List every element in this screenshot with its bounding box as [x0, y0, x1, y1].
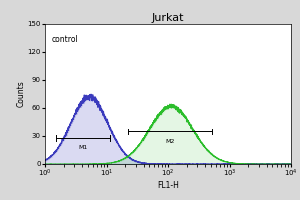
Text: M1: M1	[78, 145, 87, 150]
X-axis label: FL1-H: FL1-H	[157, 181, 179, 190]
Text: M2: M2	[166, 139, 175, 144]
Text: control: control	[52, 35, 79, 44]
Title: Jurkat: Jurkat	[152, 13, 184, 23]
Y-axis label: Counts: Counts	[17, 81, 26, 107]
